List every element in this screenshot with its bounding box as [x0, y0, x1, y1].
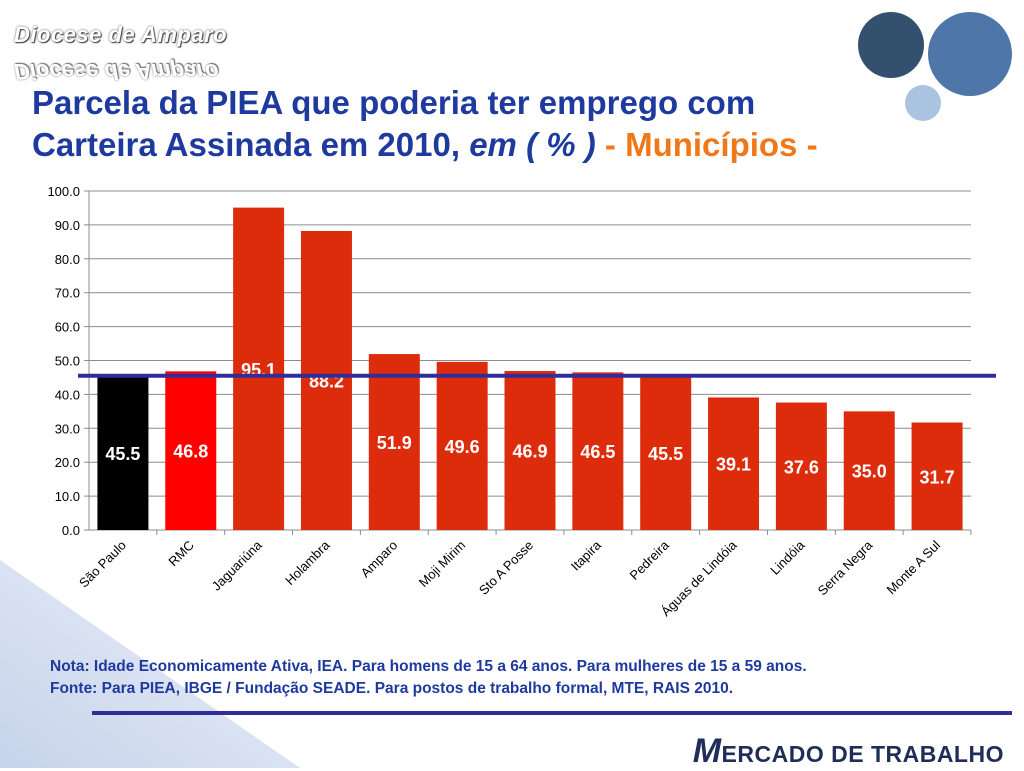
y-tick-label: 60.0 — [55, 320, 80, 335]
y-tick-label: 90.0 — [55, 218, 80, 233]
bar — [504, 371, 556, 530]
decorative-circles — [858, 12, 1012, 121]
bar-value-label: 45.5 — [648, 444, 683, 464]
y-tick-label: 20.0 — [55, 455, 80, 470]
y-tick-label: 100.0 — [47, 184, 80, 199]
bar-value-label: 46.5 — [580, 442, 615, 462]
category-label: Lindóia — [767, 537, 808, 578]
bar — [233, 207, 285, 530]
bar — [775, 402, 827, 530]
note-block: Nota: Idade Economicamente Ativa, IEA. P… — [50, 656, 807, 700]
bar-value-label: 51.9 — [377, 433, 412, 453]
bar-value-label: 46.9 — [512, 442, 547, 462]
page-title: Parcela da PIEA que poderia ter emprego … — [32, 82, 992, 166]
y-tick-label: 40.0 — [55, 387, 80, 402]
bar-value-label: 35.0 — [852, 462, 887, 482]
category-label: Itapira — [568, 537, 605, 574]
bar-value-label: 31.7 — [920, 467, 955, 487]
bar-value-label: 49.6 — [445, 437, 480, 457]
title-line-1: Parcela da PIEA que poderia ter emprego … — [32, 84, 756, 121]
category-label: Jaguariúna — [209, 537, 266, 594]
bar — [300, 231, 352, 530]
y-tick-label: 30.0 — [55, 421, 80, 436]
circle-light — [905, 85, 941, 121]
category-label: Holambra — [282, 537, 333, 588]
bar-value-label: 37.6 — [784, 457, 819, 477]
bar-value-label: 45.5 — [105, 444, 140, 464]
category-label: Amparo — [358, 538, 401, 581]
bar-chart: 0.0 10.0 20.0 30.0 40.0 50.0 60.0 70.0 80.0 90.0 1… — [47, 184, 996, 619]
footer-divider — [92, 711, 1012, 715]
circle-dark — [858, 12, 924, 78]
category-label: Sto A Posse — [476, 538, 536, 598]
bar — [640, 375, 692, 530]
title-accent: Municípios - — [625, 126, 818, 163]
circle-mid — [928, 12, 1012, 96]
category-label: Pedreira — [626, 537, 672, 583]
y-tick-label: 0.0 — [62, 523, 80, 538]
bar — [572, 372, 624, 530]
category-label: Serra Negra — [815, 537, 876, 598]
y-tick-label: 70.0 — [55, 286, 80, 301]
category-label: Moji Mirim — [416, 538, 468, 590]
title-line-2: Carteira Assinada em 2010, em ( % ) - Mu… — [32, 124, 992, 166]
note-line: Nota: Idade Economicamente Ativa, IEA. P… — [50, 658, 807, 675]
category-label: Monte A Sul — [884, 537, 944, 597]
bar-value-label: 39.1 — [716, 455, 751, 475]
bar — [843, 411, 895, 530]
title-separator: - — [604, 126, 616, 163]
y-tick-label: 10.0 — [55, 489, 80, 504]
category-label: RMC — [165, 538, 197, 570]
footer-logo-text: ERCADO DE TRABALHO — [721, 741, 1004, 767]
brand-name: Diocese de Amparo — [14, 22, 228, 47]
y-tick-label: 80.0 — [55, 252, 80, 267]
footer-logo-initial: M — [692, 732, 722, 770]
bar — [911, 422, 963, 530]
bar — [165, 371, 217, 530]
source-line: Fonte: Para PIEA, IBGE / Fundação SEADE.… — [50, 680, 734, 697]
title-line-2-main: Carteira Assinada em 2010, — [32, 126, 461, 163]
footer-logo: MERCADO DE TRABALHO — [693, 732, 1004, 771]
title-unit: em ( % ) — [469, 126, 596, 163]
bar-value-label: 46.8 — [173, 442, 208, 462]
bar — [368, 354, 420, 530]
category-label: São Paulo — [76, 538, 129, 591]
bar — [97, 375, 149, 530]
bar — [436, 361, 488, 530]
y-tick-label: 50.0 — [55, 354, 80, 369]
bar — [708, 397, 760, 530]
